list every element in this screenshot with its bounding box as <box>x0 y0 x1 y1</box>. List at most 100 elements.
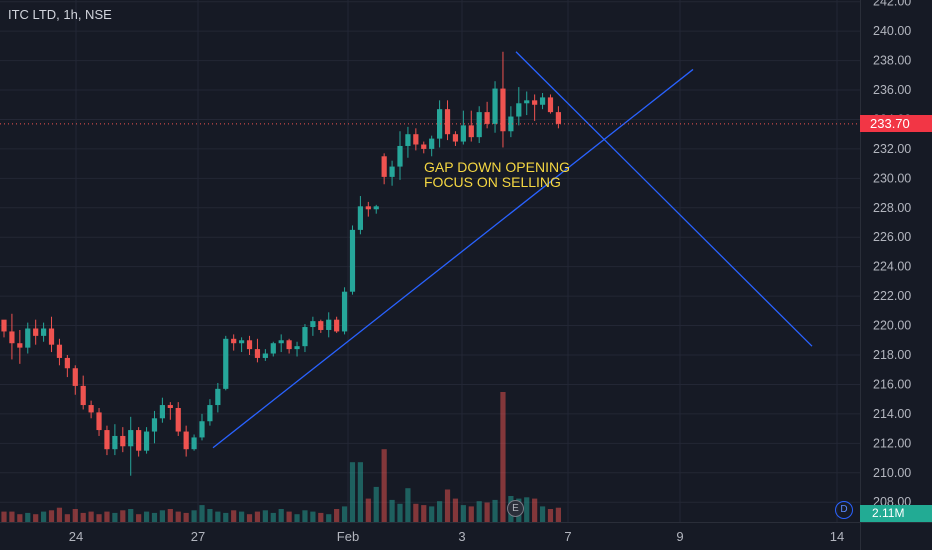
x-tick-label: 27 <box>191 529 205 544</box>
candle-body <box>405 134 411 146</box>
volume-bar <box>159 510 165 522</box>
x-tick-label: 24 <box>69 529 83 544</box>
candle-body <box>41 328 47 336</box>
volume-bar <box>48 510 55 522</box>
volume-bar <box>341 506 348 522</box>
volume-bar <box>64 514 70 522</box>
y-tick-label: 230.00 <box>873 171 911 185</box>
volume-bar <box>302 510 308 522</box>
volume-bar <box>112 512 118 522</box>
y-tick-label: 214.00 <box>873 407 911 421</box>
dividend-badge[interactable]: D <box>835 501 853 519</box>
volume-bar <box>33 514 39 522</box>
candle-body <box>452 134 459 142</box>
y-tick-label: 240.00 <box>873 24 911 38</box>
volume-bar <box>437 501 443 522</box>
candle-body <box>310 321 316 328</box>
x-tick-label: Feb <box>337 529 359 544</box>
candle-body <box>48 328 55 345</box>
volume-bar <box>357 462 363 522</box>
annotation-line-1: GAP DOWN OPENING <box>424 159 570 175</box>
candle-body <box>231 338 237 344</box>
volume-bar <box>381 449 387 522</box>
volume-bar <box>183 512 189 522</box>
volume-bar <box>492 499 498 522</box>
volume-bar <box>96 514 102 522</box>
volume-bar <box>429 506 435 522</box>
volume-bar <box>413 503 419 522</box>
volume-bar <box>215 511 221 522</box>
candle-body <box>539 97 546 105</box>
volume-bar <box>246 514 253 522</box>
volume-bar <box>547 509 554 522</box>
volume-bar <box>468 506 474 522</box>
candle-body <box>349 229 356 292</box>
volume-bar <box>262 510 268 522</box>
symbol-title[interactable]: ITC LTD, 1h, NSE <box>8 7 112 22</box>
x-tick-label: 14 <box>830 529 844 544</box>
volume-bar <box>175 511 181 522</box>
volume-bar <box>452 498 459 522</box>
candle-body <box>239 340 245 344</box>
candle-body <box>33 328 39 336</box>
candle-body <box>500 88 506 132</box>
volume-bar <box>310 511 316 522</box>
volume-bar <box>151 512 158 522</box>
y-tick-label: 222.00 <box>873 289 911 303</box>
candle-body <box>397 145 403 167</box>
y-tick-label: 218.00 <box>873 348 911 362</box>
volume-bar <box>286 511 292 522</box>
y-tick-label: 212.00 <box>873 436 911 450</box>
candle-body <box>341 291 348 332</box>
volume-bar <box>56 507 63 522</box>
candle-body <box>373 206 379 210</box>
volume-bar <box>136 514 142 522</box>
volume-bar <box>532 498 538 522</box>
volume-bar <box>421 505 427 522</box>
volume-bar <box>539 506 546 522</box>
x-tick-label: 3 <box>458 529 465 544</box>
volume-bar <box>167 509 173 522</box>
candle-body <box>492 88 498 124</box>
candle-body <box>278 340 284 344</box>
candle-body <box>555 112 561 124</box>
candle-body <box>246 340 253 350</box>
candle-body <box>508 116 514 132</box>
candle-body <box>334 319 340 332</box>
volume-bar <box>373 486 379 522</box>
annotation-line-2: FOCUS ON SELLING <box>424 174 561 190</box>
chart-annotation[interactable]: GAP DOWN OPENING FOCUS ON SELLING <box>424 160 570 190</box>
volume-bar <box>25 512 31 522</box>
candle-body <box>460 125 466 142</box>
candle-body <box>17 343 23 348</box>
volume-bar <box>278 509 284 522</box>
volume-bar <box>41 511 47 522</box>
earnings-badge[interactable]: E <box>507 500 524 517</box>
volume-bar <box>128 509 134 522</box>
candle-body <box>151 418 158 432</box>
candle-body <box>484 112 490 124</box>
volume-bar <box>460 505 466 522</box>
falling-trendline <box>515 51 813 347</box>
volume-bar <box>199 505 205 522</box>
candle-body <box>72 368 78 386</box>
last-price-tag: 233.70 <box>860 115 932 133</box>
candle-body <box>9 331 15 344</box>
candle-body <box>444 109 451 135</box>
rising-trendline <box>212 68 694 449</box>
volume-bar <box>207 509 213 522</box>
candle-body <box>80 385 86 406</box>
candle-body <box>302 327 308 347</box>
candle-body <box>357 206 363 230</box>
candle-body <box>223 338 229 389</box>
candle-body <box>437 109 443 139</box>
volume-bar <box>389 499 395 522</box>
y-tick-label: 242.00 <box>873 0 911 9</box>
volume-bar <box>1 511 7 522</box>
candle-body <box>64 357 70 369</box>
candle-body <box>547 97 554 113</box>
volume-bar <box>444 489 451 522</box>
volume-bar <box>484 502 490 522</box>
candle-body <box>207 405 213 422</box>
